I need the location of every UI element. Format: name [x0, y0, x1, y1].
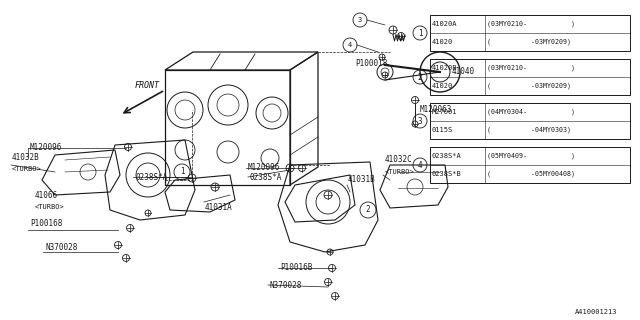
Bar	[430, 15, 630, 51]
Text: (04MY0304-           ): (04MY0304- )	[487, 109, 575, 115]
Text: 0238S*A: 0238S*A	[250, 172, 282, 181]
Bar	[430, 59, 630, 95]
Text: 3: 3	[358, 17, 362, 23]
Text: 41032B: 41032B	[12, 153, 40, 162]
Text: FRONT: FRONT	[135, 81, 160, 90]
Text: M120096: M120096	[30, 143, 62, 153]
Text: 41032C: 41032C	[385, 156, 413, 164]
Text: 41031A: 41031A	[205, 203, 233, 212]
Text: 41020: 41020	[432, 83, 453, 89]
Bar	[430, 103, 630, 139]
Text: M120063: M120063	[420, 106, 452, 115]
Text: (          -03MY0209): ( -03MY0209)	[487, 83, 571, 89]
Text: (03MY0210-           ): (03MY0210- )	[487, 65, 575, 71]
Text: (          -05MY00408): ( -05MY00408)	[487, 171, 575, 177]
Text: 2: 2	[418, 73, 422, 82]
Bar	[430, 147, 630, 183]
Text: 0238S*A: 0238S*A	[432, 153, 461, 159]
Text: 1: 1	[418, 28, 422, 37]
Text: 41020B: 41020B	[432, 65, 458, 71]
Text: (          -04MY0303): ( -04MY0303)	[487, 127, 571, 133]
Text: 41040: 41040	[452, 68, 475, 76]
Text: P100168: P100168	[30, 220, 62, 228]
Text: 0115S: 0115S	[432, 127, 453, 133]
Text: 41031B: 41031B	[348, 175, 376, 185]
Text: M27001: M27001	[432, 109, 458, 115]
Text: N370028: N370028	[45, 244, 77, 252]
Text: A410001213: A410001213	[575, 309, 618, 315]
Text: 3: 3	[418, 116, 422, 125]
Text: 41020A: 41020A	[432, 21, 458, 27]
Text: (05MY0409-           ): (05MY0409- )	[487, 153, 575, 159]
Text: 1: 1	[180, 167, 184, 177]
Text: (03MY0210-           ): (03MY0210- )	[487, 21, 575, 27]
Text: (          -03MY0209): ( -03MY0209)	[487, 39, 571, 45]
Text: 41066: 41066	[35, 190, 58, 199]
Text: 4: 4	[418, 161, 422, 170]
Text: <TURBO>: <TURBO>	[35, 204, 65, 210]
Text: P100018: P100018	[355, 59, 387, 68]
Text: 41020: 41020	[432, 39, 453, 45]
Text: 0238S*B: 0238S*B	[432, 171, 461, 177]
Text: <TURBO>: <TURBO>	[12, 166, 42, 172]
Text: 4: 4	[348, 42, 352, 48]
Text: N370028: N370028	[270, 281, 302, 290]
Text: P10016B: P10016B	[280, 263, 312, 273]
Text: M120096: M120096	[248, 164, 280, 172]
Text: 2: 2	[365, 205, 371, 214]
Text: <TURBO>: <TURBO>	[385, 169, 415, 175]
Text: 0238S*A: 0238S*A	[135, 172, 168, 181]
